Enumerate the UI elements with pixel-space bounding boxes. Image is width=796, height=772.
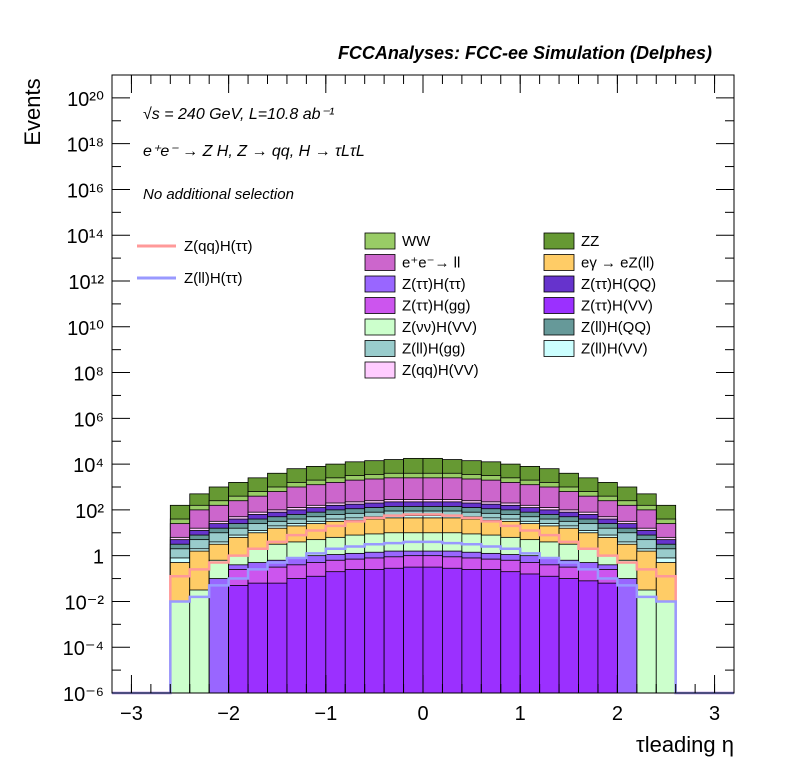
legend-swatch-e-ez-ll (543, 254, 575, 271)
bar-z-h-2 (208, 578, 230, 694)
y-tick-label: 10⁻⁴ (63, 638, 104, 660)
bar-z-h-vv-9 (344, 569, 366, 694)
chart-title: FCCAnalyses: FCC-ee Simulation (Delphes) (338, 43, 712, 63)
bar-z-h-vv-24 (636, 589, 657, 694)
y-tick-label: 10⁻² (65, 592, 105, 614)
bar-z-h-23 (616, 578, 638, 694)
bar-z-h-vv-19 (539, 575, 560, 694)
bar-z-h-vv-1 (189, 589, 210, 694)
axes: −3 −2 −1 0 1 2 3 10⁻⁶ 10⁻⁴ 10⁻² 1 10² 10⁴ 10⁶ 10⁸ 10¹⁰ 1… (63, 74, 735, 725)
bar-z-h-vv-8 (325, 571, 346, 694)
x-tick-label: 1 (515, 703, 526, 725)
x-tick-label: −2 (217, 703, 240, 725)
bar-z-h-vv-7 (305, 575, 327, 694)
legend-swatch-ww (364, 232, 396, 250)
energy-luminosity-label: √s = 240 GeV, L=10.8 ab⁻¹ (143, 106, 334, 123)
legend-swatch-z-h-qq (543, 275, 575, 293)
bar-z-h-vv-14 (442, 567, 463, 694)
legend-label-z-ll-h-vv: Z(ll)H(VV) (581, 341, 648, 358)
y-tick-label: 10¹⁴ (67, 226, 105, 248)
bar-z-h-vv-20 (558, 578, 579, 694)
legend-swatch-z-h (364, 275, 396, 293)
x-tick-label: 3 (709, 703, 720, 725)
legend-swatch-zz (543, 232, 575, 250)
bar-z-h-vv-6 (286, 578, 307, 694)
legend-label-z-ll-h: Z(ll)H(ττ) (184, 270, 243, 287)
legend-swatch-z-ll-h-gg (364, 340, 396, 357)
plot-frame (111, 74, 735, 694)
bar-z-h-vv-21 (578, 580, 599, 694)
legend-label-zz: ZZ (581, 233, 599, 250)
legend-label-z-h: Z(ττ)H(ττ) (402, 276, 466, 293)
x-axis-label: τleading η (636, 732, 734, 757)
bar-z-h-vv-15 (461, 569, 482, 694)
bar-z-h-vv-25 (655, 601, 677, 694)
y-tick-label: 10⁴ (73, 455, 104, 477)
bar-z-h-vv-13 (422, 566, 443, 694)
legend-swatch-z-h-gg (364, 297, 396, 314)
bar-z-h-vv-0 (169, 601, 191, 694)
series-z-h-vv (228, 566, 618, 694)
signal-lines (112, 513, 734, 695)
y-tick-label: 10¹⁰ (67, 318, 104, 340)
y-tick-label: 10⁶ (74, 409, 104, 431)
legend-swatch-z-ll-h-qq (543, 318, 575, 336)
y-tick-label: 10¹⁸ (67, 135, 104, 157)
x-tick-label: 2 (612, 703, 623, 725)
bar-z-h-vv-10 (364, 569, 385, 694)
legend-label-z-h-vv: Z(νν)H(VV) (402, 319, 477, 336)
bar-z-h-vv-12 (403, 566, 424, 694)
bar-z-h-vv-17 (500, 571, 521, 694)
legend-label-z-ll-h-gg: Z(ll)H(gg) (402, 341, 465, 358)
legend-label-z-h-gg: Z(ττ)H(gg) (402, 298, 471, 315)
x-tick-label: −1 (314, 703, 337, 725)
legend-swatch-e-e-ll (364, 254, 396, 271)
legend-swatch-z-ll-h-vv (543, 340, 575, 357)
legend-label-e-e-ll: e⁺e⁻→ ll (402, 255, 460, 272)
bar-z-h-vv-22 (597, 582, 618, 694)
y-tick-label: 1 (93, 547, 104, 569)
y-tick-label: 10⁻⁶ (63, 684, 104, 706)
stacked-histogram (169, 457, 677, 694)
bar-z-h-vv-4 (247, 582, 268, 694)
legend-label-z-qq-h-vv: Z(qq)H(VV) (402, 362, 479, 379)
selection-label: No additional selection (143, 186, 294, 203)
legend-label-z-h-vv: Z(ττ)H(VV) (581, 298, 653, 315)
legend-swatch-z-h-vv (543, 297, 575, 314)
legend-label-e-ez-ll: eγ → eZ(ll) (581, 255, 654, 272)
y-tick-label: 10¹⁶ (67, 180, 104, 202)
bar-z-h-vv-11 (383, 567, 404, 694)
line-z-qq-h (112, 513, 734, 695)
legend-label-z-qq-h: Z(qq)H(ττ) (184, 238, 253, 255)
bar-z-h-vv-18 (519, 573, 541, 694)
legend-swatch-z-h-vv (364, 318, 396, 336)
x-tick-label: 0 (417, 703, 428, 725)
y-tick-label: 10²⁰ (67, 89, 104, 111)
legend-label-ww: WW (402, 233, 431, 250)
x-tick-label: −3 (120, 703, 143, 725)
process-label: e⁺e⁻ → Z H, Z → qq, H → τLτL (143, 143, 365, 160)
line-z-ll-h (112, 540, 734, 695)
bar-z-h-vv-3 (228, 585, 249, 694)
bar-z-h-vv-16 (480, 569, 502, 694)
y-axis-label: Events (20, 78, 45, 145)
y-tick-label: 10² (75, 501, 104, 523)
bar-z-h-vv-5 (267, 582, 288, 694)
y-tick-label: 10⁸ (73, 364, 104, 386)
legend-swatch-z-qq-h-vv (364, 361, 396, 379)
legend-label-z-h-qq: Z(ττ)H(QQ) (581, 276, 656, 293)
legend: Z(qq)H(ττ) Z(ll)H(ττ) WW e⁺e⁻→ ll Z(ττ)H(ττ)… (137, 232, 656, 379)
legend-label-z-ll-h-qq: Z(ll)H(QQ) (581, 319, 651, 336)
y-tick-label: 10¹² (68, 272, 104, 294)
